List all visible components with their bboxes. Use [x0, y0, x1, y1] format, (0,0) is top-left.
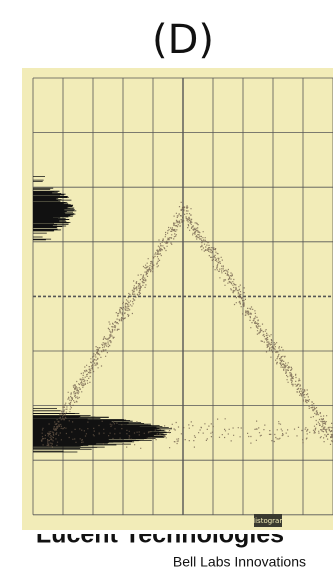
logo-tagline: Bell Labs Innovations: [173, 554, 306, 570]
page: (D) Histogram Lucent Technologies Bell L…: [0, 0, 333, 573]
figure: (D) Histogram Lucent Technologies Bell L…: [0, 0, 333, 573]
scope-screen: [22, 68, 333, 530]
screen-label: Histogram: [250, 517, 286, 525]
panel-title: (D): [152, 17, 214, 63]
